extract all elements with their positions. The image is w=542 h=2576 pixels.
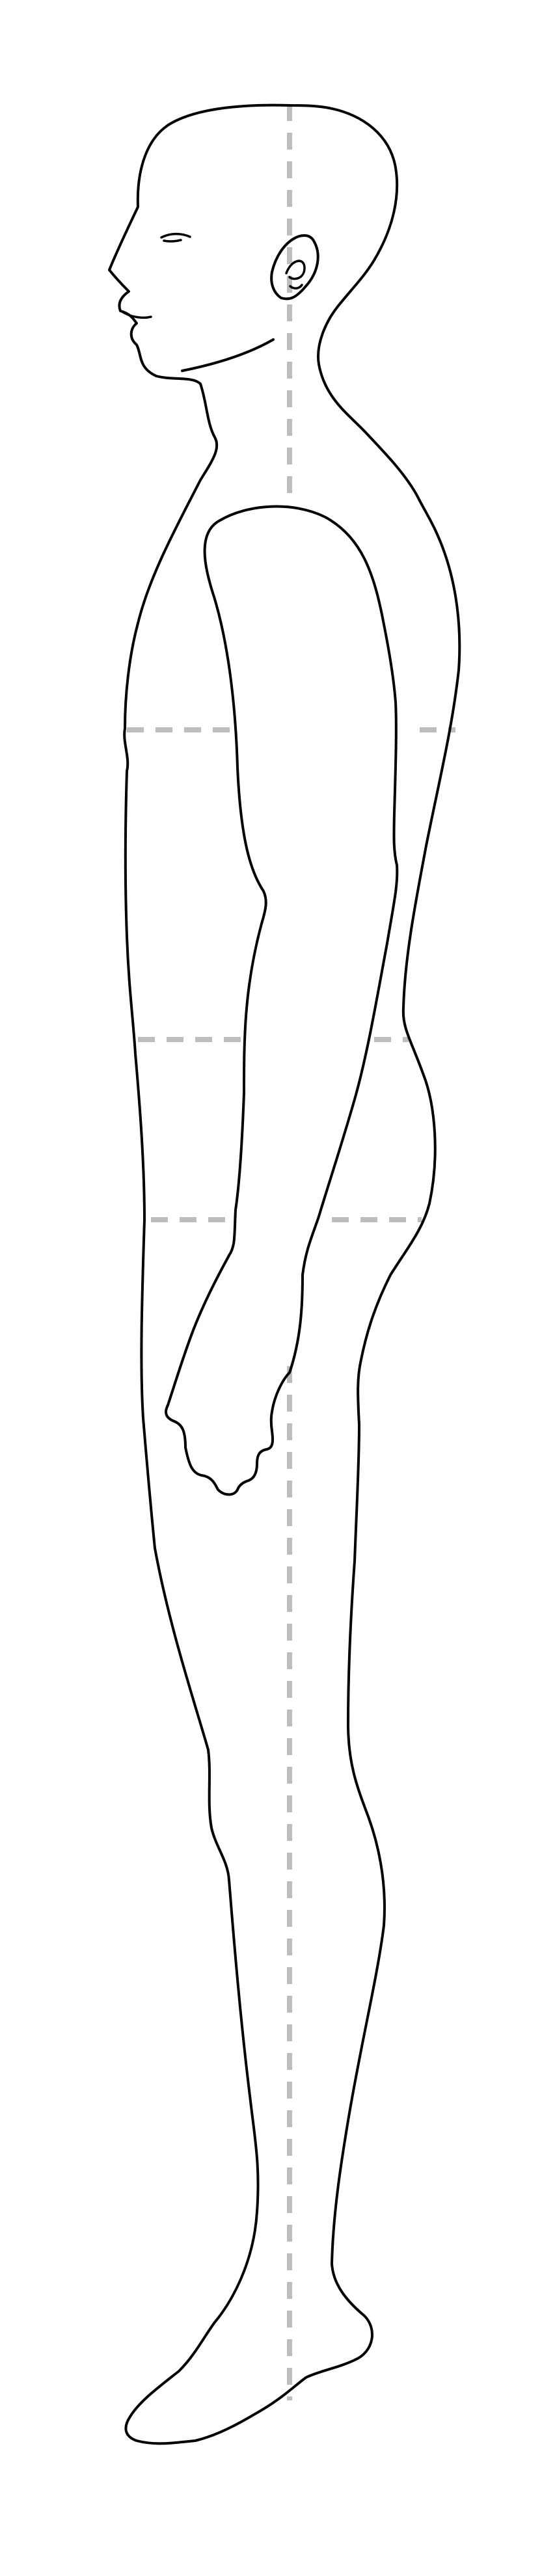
arm-outline [165,505,399,1496]
measurement-guides [127,104,455,2400]
lips-detail [120,310,152,319]
face-details [120,232,275,372]
closed-eye-icon [160,232,191,239]
body-front-outline [108,103,461,2445]
ear-icon [270,234,319,301]
jaw-line [181,338,275,372]
eyelash-detail [163,239,182,243]
